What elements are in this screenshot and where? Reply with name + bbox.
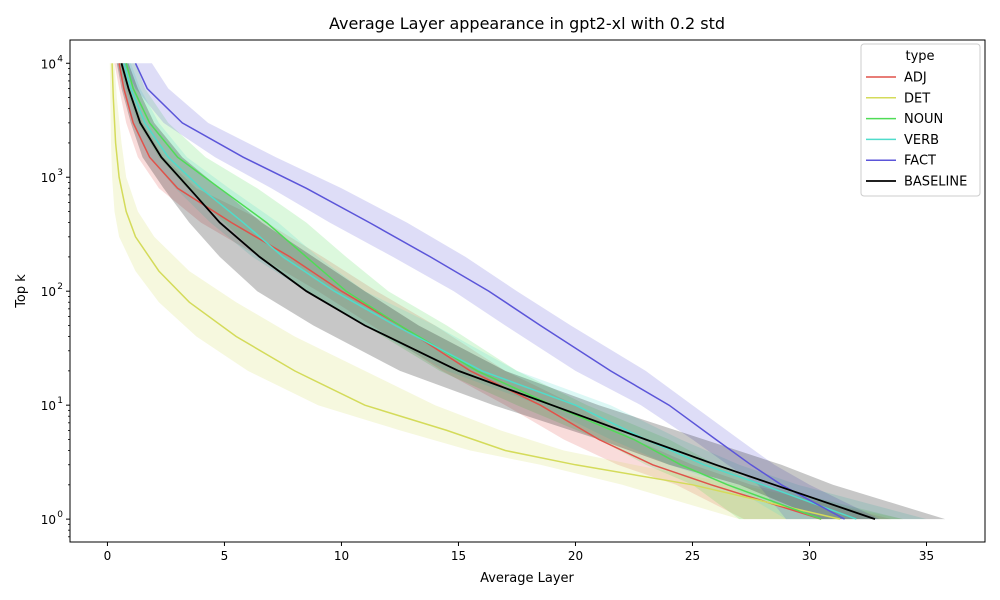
y-tick-label: 10 — [41, 285, 56, 299]
y-tick-exponent: 4 — [57, 54, 63, 64]
x-tick-label: 10 — [334, 549, 349, 563]
legend-label-adj: ADJ — [904, 71, 927, 86]
y-tick-label: 10 — [41, 57, 56, 71]
y-tick-exponent: 3 — [57, 168, 63, 178]
chart-title: Average Layer appearance in gpt2-xl with… — [329, 14, 725, 33]
baseline-line — [120, 63, 876, 520]
x-axis: 0 5 10 15 20 25 30 35 — [104, 542, 934, 563]
x-axis-label: Average Layer — [480, 571, 574, 586]
y-tick-label: 10 — [41, 399, 56, 413]
y-tick-exponent: 0 — [57, 510, 63, 520]
verb-line — [123, 63, 857, 520]
legend: type ADJ DET NOUN VERB FACT BASELINE — [860, 43, 981, 197]
x-tick-label: 25 — [685, 549, 700, 563]
series-lines — [111, 62, 876, 520]
x-tick-label: 30 — [802, 549, 817, 563]
fact-band — [123, 63, 880, 520]
x-tick-label: 5 — [221, 549, 229, 563]
legend-box — [860, 43, 981, 197]
y-tick-exponent: 2 — [57, 282, 63, 292]
baseline-band — [116, 63, 946, 520]
legend-label-det: DET — [904, 91, 930, 106]
x-tick-label: 0 — [104, 549, 112, 563]
y-axis-label: Top k — [14, 274, 29, 309]
legend-title: type — [905, 49, 934, 64]
legend-label-baseline: BASELINE — [904, 175, 967, 190]
det-line — [111, 63, 841, 520]
legend-label-verb: VERB — [904, 133, 939, 148]
noun-line — [125, 63, 822, 520]
legend-label-noun: NOUN — [904, 112, 943, 127]
legend-label-fact: FACT — [904, 154, 936, 169]
x-tick-label: 15 — [451, 549, 466, 563]
x-tick-label: 35 — [919, 549, 934, 563]
x-tick-label: 20 — [568, 549, 583, 563]
y-tick-label: 10 — [41, 171, 56, 185]
adj-line — [118, 63, 822, 520]
y-tick-exponent: 1 — [57, 396, 63, 406]
confidence-bands — [109, 63, 946, 520]
fact-line — [134, 62, 845, 520]
y-tick-label: 10 — [41, 513, 56, 527]
